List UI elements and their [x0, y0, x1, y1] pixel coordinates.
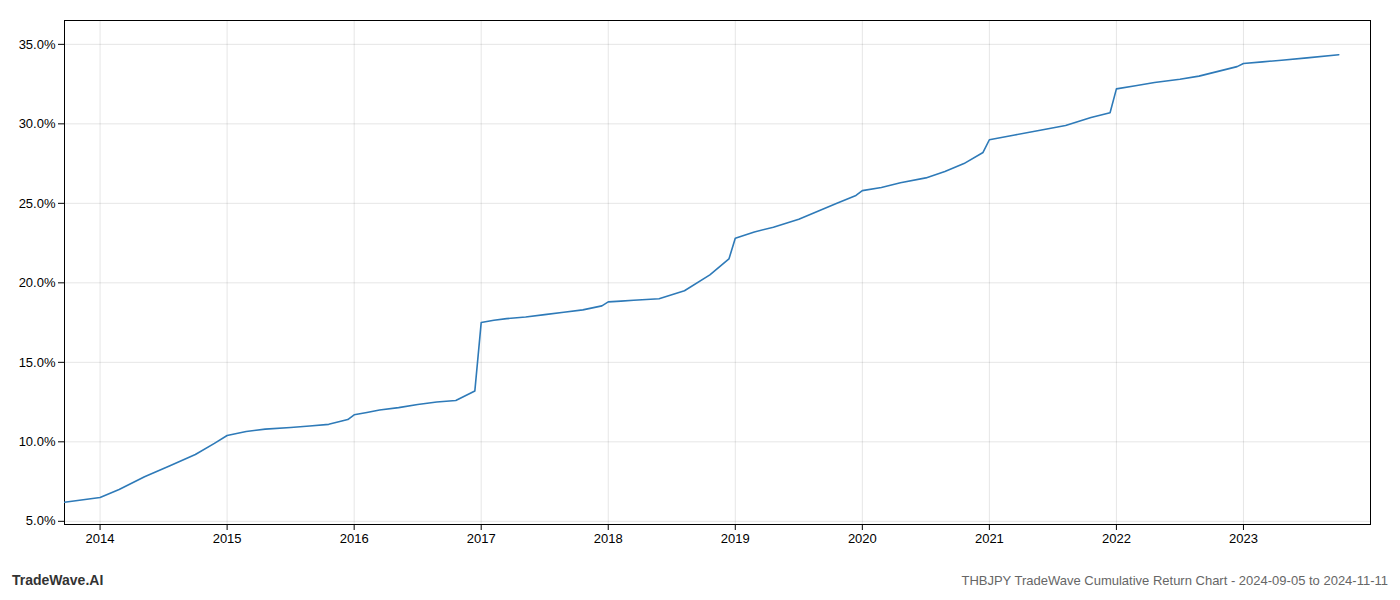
svg-text:10.0%: 10.0%	[19, 434, 56, 449]
html-text:THBJPY TradeWave Cumulative Re: THBJPY TradeWave Cumulative Return Chart…	[961, 573, 1388, 588]
svg-text:2015: 2015	[213, 531, 242, 546]
svg-text:35.0%: 35.0%	[19, 37, 56, 52]
svg-text:2019: 2019	[721, 531, 750, 546]
svg-text:5.0%: 5.0%	[26, 513, 56, 528]
svg-text:25.0%: 25.0%	[19, 195, 56, 210]
svg-text:2017: 2017	[467, 531, 496, 546]
svg-text:2018: 2018	[594, 531, 623, 546]
svg-text:2021: 2021	[975, 531, 1004, 546]
svg-text:2020: 2020	[848, 531, 877, 546]
svg-text:2014: 2014	[86, 531, 115, 546]
svg-text:20.0%: 20.0%	[19, 275, 56, 290]
html-text:TradeWave.AI: TradeWave.AI	[12, 572, 104, 588]
svg-text:2023: 2023	[1229, 531, 1258, 546]
svg-text:30.0%: 30.0%	[19, 116, 56, 131]
svg-text:2022: 2022	[1102, 531, 1131, 546]
svg-text:2016: 2016	[340, 531, 369, 546]
svg-text:15.0%: 15.0%	[19, 354, 56, 369]
